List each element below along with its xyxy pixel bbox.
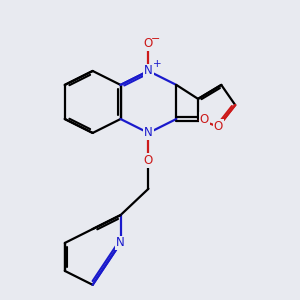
Text: O: O <box>144 154 153 167</box>
Text: N: N <box>144 127 153 140</box>
Text: O: O <box>200 112 209 125</box>
Text: +: + <box>152 59 161 69</box>
Text: N: N <box>144 64 153 77</box>
Text: −: − <box>151 34 160 44</box>
Text: N: N <box>116 236 125 250</box>
Text: O: O <box>144 37 153 50</box>
Text: O: O <box>214 120 223 133</box>
